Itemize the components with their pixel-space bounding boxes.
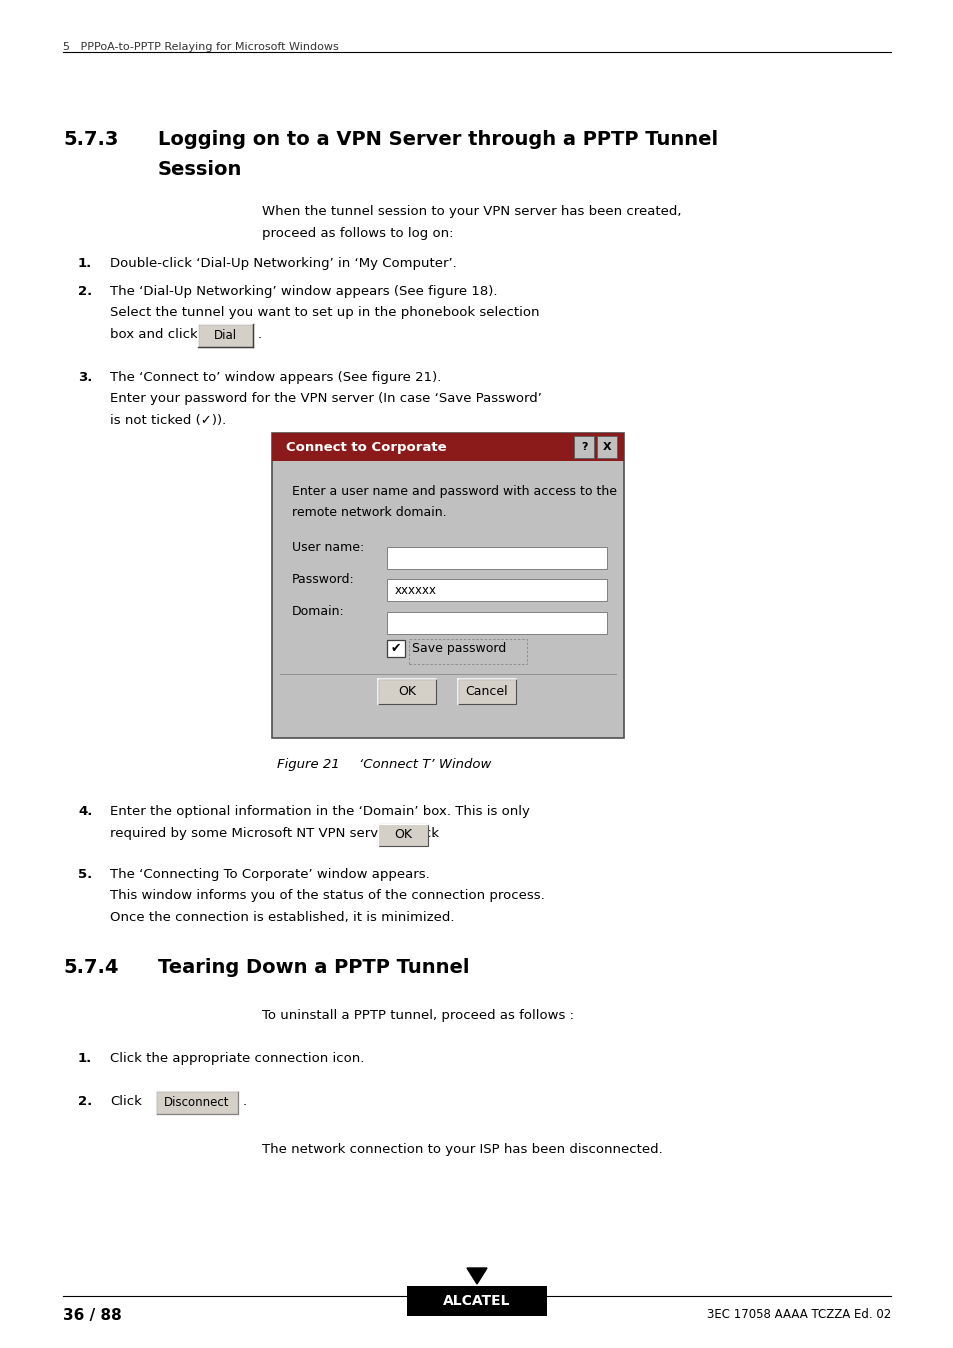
Text: 2.: 2. [78, 1096, 92, 1108]
Text: Select the tunnel you want to set up in the phonebook selection: Select the tunnel you want to set up in … [110, 306, 539, 319]
Text: 1.: 1. [78, 256, 92, 270]
Text: To uninstall a PPTP tunnel, proceed as follows :: To uninstall a PPTP tunnel, proceed as f… [262, 1010, 574, 1022]
Text: 3EC 17058 AAAA TCZZA Ed. 02: 3EC 17058 AAAA TCZZA Ed. 02 [706, 1308, 890, 1321]
Text: 3.: 3. [78, 371, 92, 384]
Bar [198, 324, 253, 346]
Bar [377, 679, 436, 704]
Bar [387, 640, 404, 658]
Text: Session: Session [158, 160, 242, 179]
Text: When the tunnel session to your VPN server has been created,: When the tunnel session to your VPN serv… [262, 205, 680, 218]
Text: 36 / 88: 36 / 88 [63, 1308, 122, 1322]
Bar [272, 433, 623, 737]
Text: 5   PPPoA-to-PPTP Relaying for Microsoft Windows: 5 PPPoA-to-PPTP Relaying for Microsoft W… [63, 42, 338, 53]
Text: remote network domain.: remote network domain. [292, 507, 446, 519]
Text: Cancel: Cancel [465, 685, 508, 698]
Bar [272, 433, 623, 461]
Text: ?: ? [580, 442, 587, 453]
Text: 2.: 2. [78, 284, 92, 298]
Text: xxxxxx: xxxxxx [395, 584, 436, 597]
Bar [574, 437, 594, 458]
Bar [597, 437, 617, 458]
Text: X: X [602, 442, 611, 453]
Bar [387, 580, 606, 601]
Text: proceed as follows to log on:: proceed as follows to log on: [262, 226, 453, 240]
Text: Tearing Down a PPTP Tunnel: Tearing Down a PPTP Tunnel [158, 958, 469, 977]
Text: Dial: Dial [213, 329, 236, 341]
Text: Domain:: Domain: [292, 605, 344, 619]
Text: The ‘Dial-Up Networking’ window appears (See figure 18).: The ‘Dial-Up Networking’ window appears … [110, 284, 497, 298]
Bar [156, 1092, 237, 1115]
Text: Click the appropriate connection icon.: Click the appropriate connection icon. [110, 1053, 364, 1065]
Text: User name:: User name: [292, 541, 364, 554]
Bar [387, 612, 606, 634]
Text: box and click: box and click [110, 328, 197, 341]
Text: This window informs you of the status of the connection process.: This window informs you of the status of… [110, 890, 544, 902]
Text: .: . [243, 1096, 247, 1108]
Text: ‘Connect T’ Window: ‘Connect T’ Window [358, 758, 491, 771]
Text: 5.: 5. [78, 868, 92, 880]
Text: Enter a user name and password with access to the: Enter a user name and password with acce… [292, 485, 617, 497]
Text: Logging on to a VPN Server through a PPTP Tunnel: Logging on to a VPN Server through a PPT… [158, 129, 718, 150]
Text: Enter the optional information in the ‘Domain’ box. This is only: Enter the optional information in the ‘D… [110, 805, 529, 818]
Bar [387, 547, 606, 569]
Text: 5.7.3: 5.7.3 [63, 129, 118, 150]
Text: Double-click ‘Dial-Up Networking’ in ‘My Computer’.: Double-click ‘Dial-Up Networking’ in ‘My… [110, 256, 456, 270]
Text: required by some Microsoft NT VPN servers. Click: required by some Microsoft NT VPN server… [110, 826, 438, 840]
Text: Connect to Corporate: Connect to Corporate [286, 441, 446, 454]
Text: OK: OK [397, 685, 416, 698]
Bar [407, 1286, 546, 1316]
Text: 4.: 4. [78, 805, 92, 818]
Text: Once the connection is established, it is minimized.: Once the connection is established, it i… [110, 910, 454, 923]
Text: The ‘Connecting To Corporate’ window appears.: The ‘Connecting To Corporate’ window app… [110, 868, 429, 880]
Text: .: . [432, 826, 436, 840]
Bar [377, 824, 428, 845]
Text: 1.: 1. [78, 1053, 92, 1065]
Text: Click: Click [110, 1096, 142, 1108]
Text: Enter your password for the VPN server (In case ‘Save Password’: Enter your password for the VPN server (… [110, 392, 541, 404]
Polygon shape [467, 1268, 486, 1285]
Text: ALCATEL: ALCATEL [443, 1294, 510, 1308]
Text: The ‘Connect to’ window appears (See figure 21).: The ‘Connect to’ window appears (See fig… [110, 371, 441, 384]
Text: Password:: Password: [292, 573, 355, 586]
Text: .: . [257, 328, 262, 341]
Text: Save password: Save password [411, 642, 505, 655]
Text: ✔: ✔ [390, 642, 400, 655]
Text: The network connection to your ISP has been disconnected.: The network connection to your ISP has b… [262, 1143, 662, 1155]
Text: OK: OK [394, 828, 412, 841]
Text: Disconnect: Disconnect [164, 1096, 230, 1109]
Bar [408, 639, 526, 665]
Text: is not ticked (✓)).: is not ticked (✓)). [110, 414, 226, 426]
Bar [457, 679, 516, 704]
Text: 5.7.4: 5.7.4 [63, 958, 118, 977]
Text: Figure 21: Figure 21 [276, 758, 339, 771]
